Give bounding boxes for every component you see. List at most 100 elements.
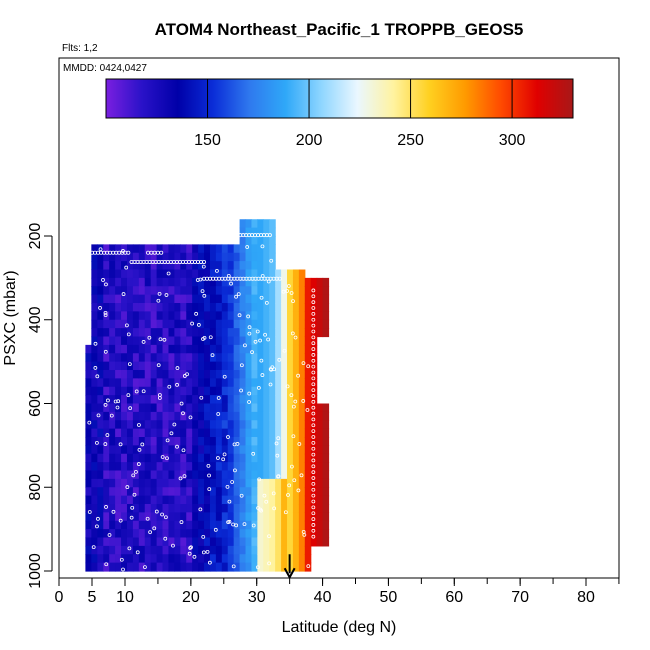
heatmap-cell (109, 353, 116, 363)
sample-marker (311, 528, 316, 533)
heatmap-cell (204, 353, 211, 363)
heatmap-cell (91, 277, 98, 287)
heatmap-cell (304, 529, 312, 539)
heatmap-cell (304, 428, 312, 438)
sample-marker (103, 310, 108, 315)
heatmap-cell (322, 478, 330, 488)
heatmap-cell (180, 545, 187, 555)
heatmap-cell (304, 562, 312, 572)
heatmap-cell (109, 303, 116, 312)
heatmap-cell (156, 328, 164, 338)
heatmap-cell (97, 261, 104, 271)
heatmap-cell (126, 504, 134, 513)
heatmap-cell (186, 269, 193, 279)
sample-marker (311, 341, 316, 346)
heatmap-cell (150, 261, 158, 271)
heatmap-cell (215, 244, 223, 254)
heatmap-cell (115, 453, 122, 463)
sample-marker (129, 515, 134, 520)
sample-marker (235, 442, 240, 446)
heatmap-cell (233, 353, 241, 363)
heatmap-cell (287, 420, 294, 430)
heatmap-cell (239, 303, 247, 312)
heatmap-cell (215, 420, 223, 430)
heatmap-cell (144, 303, 152, 312)
heatmap-cell (85, 529, 92, 539)
heatmap-cell (227, 437, 235, 446)
heatmap-cell (121, 445, 128, 455)
sample-marker (166, 271, 171, 276)
heatmap-cell (310, 428, 318, 438)
sample-marker (143, 565, 147, 570)
heatmap-cell (287, 520, 294, 530)
heatmap-cell (103, 420, 110, 430)
heatmap-cell (91, 504, 98, 513)
heatmap-cell (97, 328, 104, 338)
heatmap-cell (275, 512, 282, 522)
heatmap-cell (310, 487, 318, 497)
heatmap-cell (204, 252, 211, 262)
heatmap-cell (180, 336, 187, 346)
heatmap-cell (121, 403, 128, 413)
heatmap-cell (275, 529, 282, 539)
sample-marker (96, 516, 100, 521)
heatmap-cell (103, 437, 110, 446)
heatmap-cell (292, 269, 300, 279)
heatmap-cell (192, 504, 199, 513)
heatmap-cell (298, 562, 306, 572)
heatmap-cell (251, 370, 258, 379)
sample-marker (311, 534, 316, 539)
sample-marker (246, 314, 251, 319)
heatmap-cell (316, 495, 324, 505)
sample-marker (255, 329, 260, 334)
heatmap-cell (156, 344, 164, 354)
heatmap-cell (91, 336, 98, 346)
heatmap-cell (251, 537, 258, 547)
heatmap-cell (150, 545, 158, 555)
heatmap-cell (85, 445, 92, 455)
heatmap-cell (215, 353, 223, 363)
heatmap-cell (316, 512, 324, 522)
heatmap-cell (115, 344, 122, 354)
heatmap-cell (121, 294, 128, 304)
heatmap-cell (198, 378, 205, 388)
sample-marker (311, 452, 316, 457)
heatmap-cell (192, 286, 199, 296)
sample-marker (289, 291, 294, 295)
heatmap-cell (269, 219, 276, 229)
sample-marker (115, 405, 120, 410)
sample-marker (311, 511, 316, 516)
heatmap-cell (227, 504, 235, 513)
heatmap-cell (245, 403, 253, 413)
heatmap-cell (227, 411, 235, 421)
heatmap-cell (174, 370, 181, 379)
heatmap-cell (227, 545, 235, 555)
heatmap-cell (257, 411, 264, 421)
heatmap-cell (292, 512, 300, 522)
heatmap-cell (174, 520, 181, 530)
heatmap-cell (85, 562, 92, 572)
heatmap-cell (109, 428, 116, 438)
heatmap-cell (227, 378, 235, 388)
heatmap-cell (192, 520, 199, 530)
heatmap-cell (186, 311, 193, 321)
heatmap-cell (186, 445, 193, 455)
heatmap-cell (85, 504, 92, 513)
heatmap-cell (150, 311, 158, 321)
sample-marker (118, 442, 123, 447)
heatmap-cell (192, 403, 199, 413)
heatmap-cell (138, 361, 146, 371)
heatmap-cell (292, 545, 300, 555)
heatmap-cell (156, 445, 164, 455)
heatmap-cell (138, 562, 146, 572)
heatmap-cell (103, 545, 110, 555)
sample-marker (231, 564, 236, 569)
heatmap-cell (109, 453, 116, 463)
heatmap-cell (168, 445, 175, 455)
heatmap-cell (287, 428, 294, 438)
heatmap-cell (233, 336, 241, 346)
heatmap-cell (162, 294, 170, 304)
heatmap-cell (239, 227, 247, 237)
heatmap-cell (269, 378, 276, 388)
heatmap-cell (257, 478, 264, 488)
